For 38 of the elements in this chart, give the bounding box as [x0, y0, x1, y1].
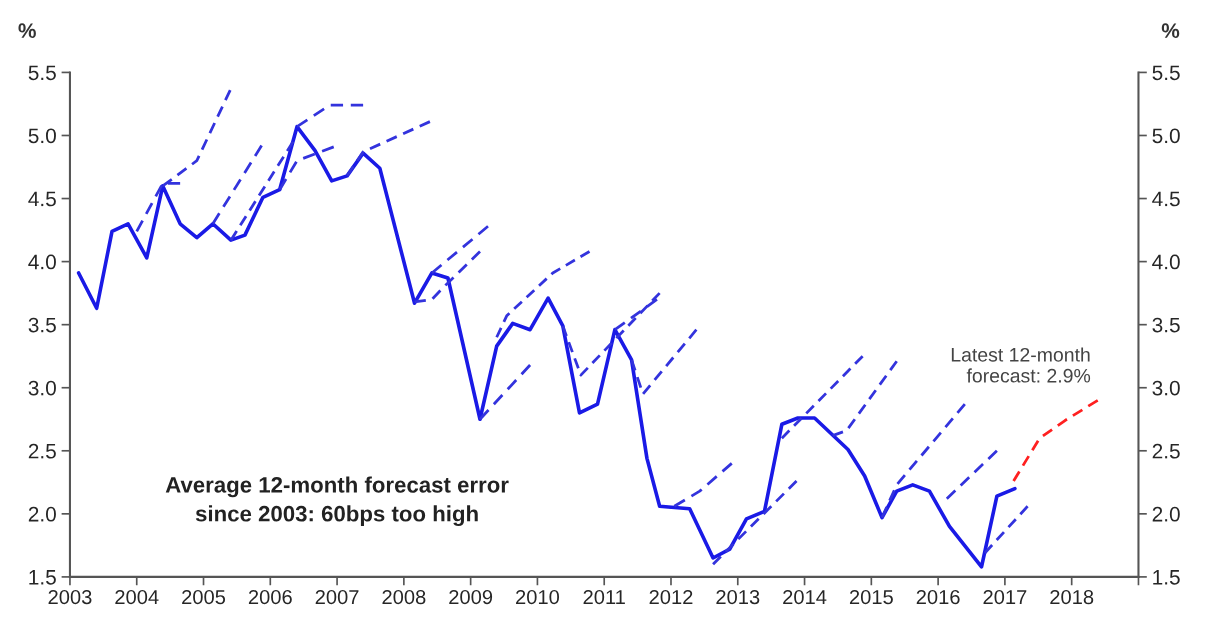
y-tick-label: 5.5: [28, 65, 56, 81]
y2-tick-label: 4.5: [1152, 191, 1180, 207]
y2-tick-label: 5.5: [1152, 65, 1180, 81]
y2-tick-label: 3.0: [1152, 380, 1180, 396]
x-tick-label: 2007: [315, 589, 359, 605]
x-tick-label: 2010: [516, 589, 560, 605]
y2-tick-label: 1.5: [1153, 570, 1180, 585]
y-tick-label: 4.5: [28, 191, 56, 207]
y-tick-label: 2.5: [28, 443, 56, 459]
x-tick-label: 2006: [248, 589, 292, 605]
x-tick-label: 2015: [849, 589, 893, 605]
y-tick-label: 4.0: [28, 254, 56, 270]
y2-tick-label: 3.5: [1152, 317, 1180, 333]
x-tick-label: 2013: [716, 589, 760, 605]
y2-tick-label: 2.5: [1152, 443, 1180, 459]
x-tick-label: 2017: [983, 589, 1027, 605]
y-axis-title: %: [18, 23, 36, 38]
x-tick-label: 2005: [182, 589, 226, 605]
annotation: Latest 12-month forecast: 2.9%: [951, 347, 1091, 383]
y-tick-label: 5.0: [28, 128, 56, 144]
y2-axis-title: %: [1161, 23, 1180, 38]
y-tick-label: 2.0: [28, 506, 56, 522]
y-tick-label: 3.0: [28, 380, 56, 396]
x-tick-label: 2003: [48, 589, 92, 605]
x-tick-label: 2011: [583, 589, 625, 605]
y2-tick-label: 5.0: [1152, 128, 1180, 144]
annotation: Average 12-month forecast error since 2003: 60bps too high: [165, 476, 509, 527]
x-tick-label: 2012: [649, 589, 693, 605]
x-tick-label: 2008: [382, 589, 426, 605]
y-tick-label: 3.5: [28, 317, 56, 333]
y2-tick-label: 2.0: [1152, 506, 1180, 522]
x-tick-label: 2004: [115, 589, 159, 605]
x-tick-label: 2009: [449, 589, 493, 605]
y-tick-label: 1.5: [29, 570, 56, 585]
x-tick-label: 2016: [916, 589, 960, 605]
y2-tick-label: 4.0: [1152, 254, 1180, 270]
x-tick-label: 2018: [1050, 589, 1094, 605]
x-tick-label: 2014: [783, 589, 827, 605]
